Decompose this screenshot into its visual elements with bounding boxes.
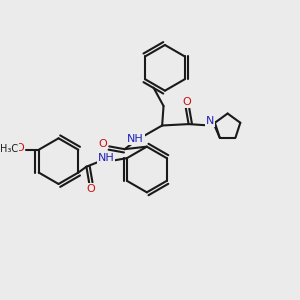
- Text: NH: NH: [98, 153, 114, 164]
- Text: O: O: [183, 97, 192, 107]
- Text: N: N: [206, 116, 214, 126]
- Text: H₃C: H₃C: [1, 144, 19, 154]
- Text: NH: NH: [127, 134, 144, 144]
- Text: O: O: [86, 184, 95, 194]
- Text: O: O: [99, 139, 107, 148]
- Text: O: O: [16, 143, 25, 153]
